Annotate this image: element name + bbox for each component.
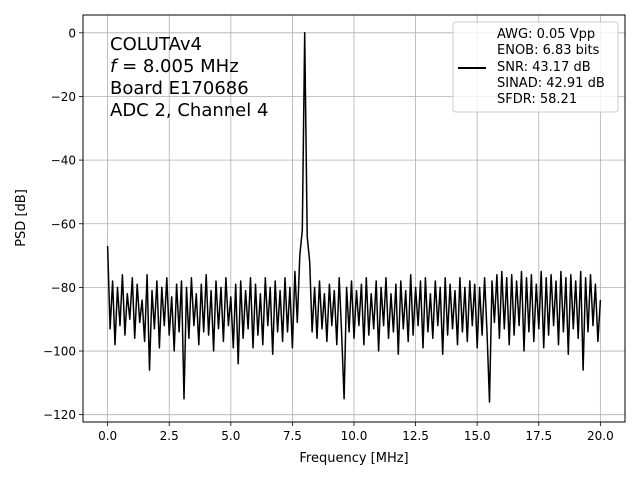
series-layer <box>106 32 602 403</box>
x-tick-label: 20.0 <box>587 429 614 443</box>
annotation-line-1: COLUTAv4 <box>110 34 202 55</box>
legend-entry-awg: AWG: 0.05 Vpp <box>497 27 595 42</box>
annotation-frequency: = 8.005 MHz <box>122 56 239 77</box>
annotation: COLUTAv4 f = 8.005 MHz Board E170686 ADC… <box>110 34 268 121</box>
annotation-line-3: Board E170686 <box>110 78 249 99</box>
x-tick-label: 7.5 <box>283 429 302 443</box>
x-tick-label: 17.5 <box>525 429 552 443</box>
x-tick-label: 2.5 <box>160 429 179 443</box>
y-tick-label: 0 <box>68 26 76 40</box>
legend-entry-sinad: SINAD: 42.91 dB <box>497 76 605 91</box>
psd-series-line <box>106 32 602 403</box>
legend-entry-sfdr: SFDR: 58.21 <box>497 92 577 107</box>
x-tick-label: 0.0 <box>98 429 117 443</box>
y-tick-label: −40 <box>51 154 76 168</box>
x-tick-label: 5.0 <box>221 429 240 443</box>
annotation-line-2: f = 8.005 MHz <box>110 56 239 77</box>
legend: AWG: 0.05 Vpp ENOB: 6.83 bits SNR: 43.17… <box>452 21 619 113</box>
x-tick-label: 10.0 <box>341 429 368 443</box>
y-tick-label: −60 <box>51 217 76 231</box>
legend-entry-snr: SNR: 43.17 dB <box>497 60 591 75</box>
y-tick-label: −100 <box>43 345 76 359</box>
y-axis-label: PSD [dB] <box>14 189 29 247</box>
x-tick-label: 15.0 <box>464 429 491 443</box>
ticks: 0.0 2.5 5.0 7.5 10.0 12.5 15.0 17.5 20.0 0 −20 −40 −… <box>43 26 614 443</box>
x-tick-label: 12.5 <box>402 429 429 443</box>
y-tick-label: −120 <box>43 408 76 422</box>
y-tick-label: −80 <box>51 281 76 295</box>
legend-entry-enob: ENOB: 6.83 bits <box>497 43 600 58</box>
legend-box <box>452 21 619 113</box>
x-axis-label: Frequency [MHz] <box>299 451 408 466</box>
annotation-line-4: ADC 2, Channel 4 <box>110 100 268 121</box>
y-tick-label: −20 <box>51 90 76 104</box>
annotation-symbol: f <box>110 56 119 77</box>
